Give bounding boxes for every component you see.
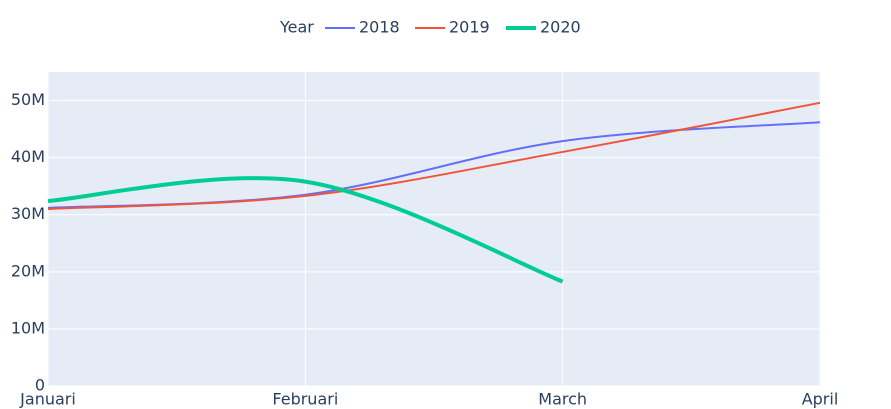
legend-title: Year xyxy=(279,18,314,37)
y-tick-label: 20M xyxy=(11,261,45,280)
y-tick-label: 50M xyxy=(11,90,45,109)
y-tick-label: 10M xyxy=(11,318,45,337)
y-tick-label: 0 xyxy=(35,376,45,395)
legend-label: 2019 xyxy=(449,18,490,37)
plot-area xyxy=(48,72,820,386)
line-series xyxy=(47,176,564,284)
x-tick-label: April xyxy=(802,390,839,409)
x-tick-label: Februari xyxy=(272,390,338,409)
legend-label: 2020 xyxy=(540,18,581,37)
y-tick-label: 40M xyxy=(11,147,45,166)
line-series xyxy=(47,101,821,211)
x-tick-label: March xyxy=(538,390,587,409)
y-tick-label: 30M xyxy=(11,204,45,223)
legend-label: 2018 xyxy=(359,18,400,37)
x-tick-label: Januari xyxy=(19,390,76,409)
